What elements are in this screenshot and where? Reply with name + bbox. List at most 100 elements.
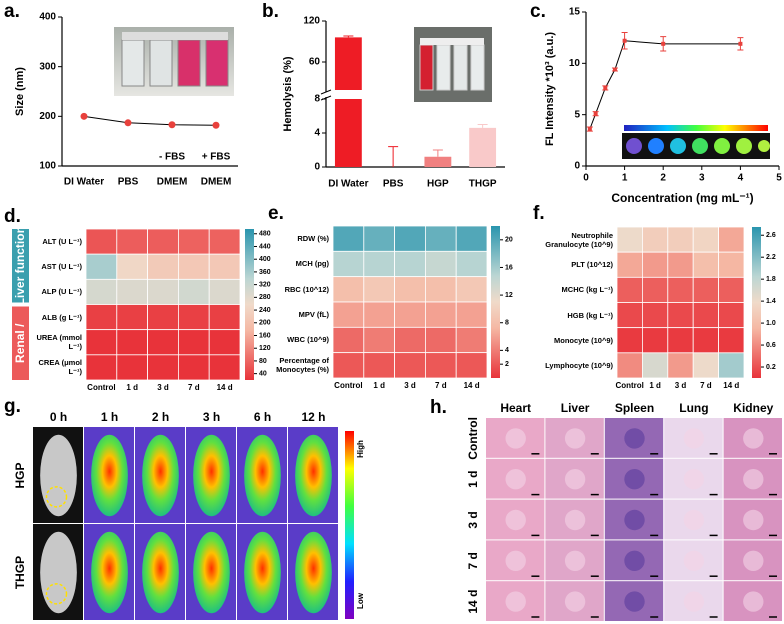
heatmap-cell xyxy=(692,352,720,379)
row-label: CREA (μmol L⁻¹) xyxy=(38,358,82,377)
tissue-detail xyxy=(624,591,645,612)
heatmap-cell xyxy=(116,354,149,381)
heatmap-cell xyxy=(363,301,395,328)
column-label: 0 h xyxy=(50,410,67,424)
heatmap-cell xyxy=(642,276,669,303)
y-tick-label: 5 xyxy=(574,109,580,120)
bar xyxy=(424,156,452,167)
heatmap-cell xyxy=(332,352,365,379)
column-label: Heart xyxy=(500,401,531,415)
point xyxy=(587,127,592,132)
colorbar-tick-label: 16 xyxy=(505,264,513,271)
mouse-image xyxy=(142,434,179,517)
tissue-detail xyxy=(624,509,645,531)
colorbar-label: Low xyxy=(356,592,365,609)
line xyxy=(589,40,741,130)
heatmap-cell xyxy=(616,352,643,379)
y-axis-title: FL Intensity *10³ (a.u.) xyxy=(544,32,556,146)
column-label: Kidney xyxy=(733,401,773,415)
row-label-box: MPV (fL) xyxy=(299,310,329,319)
line xyxy=(83,115,217,126)
colorbar-tick-label: 80 xyxy=(259,358,267,365)
row-label: RBC (10^12) xyxy=(284,284,329,294)
heatmap-cell xyxy=(208,278,241,305)
mouse-image xyxy=(295,531,332,614)
row-label: 7 d xyxy=(466,552,480,569)
row-label-box: MCH (pg) xyxy=(296,259,329,268)
tissue-detail xyxy=(564,591,586,612)
column-label: 1 d xyxy=(649,381,661,390)
row-label: HGP xyxy=(13,462,27,488)
colorbar-tick-label: 20 xyxy=(505,237,513,244)
colorbar-tick-label: 280 xyxy=(259,294,271,301)
colorbar-label: High xyxy=(356,440,365,458)
heatmap-cell xyxy=(363,250,395,278)
colorbar-tick-label: 4 xyxy=(505,347,509,354)
row-label-box: WBC (10^9) xyxy=(287,335,329,345)
row-label: AST (U L⁻¹) xyxy=(41,262,82,272)
y-tick-label: 300 xyxy=(39,61,56,72)
tissue-detail xyxy=(624,428,645,449)
x-tick-label: 2 xyxy=(660,173,666,184)
y-tick-label: 8 xyxy=(314,94,320,105)
x-tick-label: DMEM xyxy=(201,177,232,188)
y-tick-label: 0 xyxy=(574,161,580,172)
colorbar-tick-label: 1.0 xyxy=(766,320,776,327)
heatmap-cell xyxy=(424,326,457,354)
heatmap-cell xyxy=(667,302,694,329)
column-label: 3 d xyxy=(157,383,169,392)
group-label: Liver function xyxy=(13,226,27,305)
tissue-detail xyxy=(683,469,705,490)
y-tick-label: 4 xyxy=(314,128,320,139)
heatmap-cell xyxy=(147,228,179,255)
row-label: HGB (kg L⁻¹) xyxy=(567,310,613,320)
mouse-image xyxy=(295,434,332,517)
mouse-image xyxy=(91,531,128,614)
heatmap-cell xyxy=(718,302,745,329)
tumor-marker xyxy=(45,486,68,508)
mouse-image xyxy=(244,531,281,614)
heatmap-cell xyxy=(177,304,210,331)
heatmap-cell xyxy=(332,250,365,278)
mouse-image xyxy=(142,531,179,614)
tissue-detail xyxy=(683,428,705,449)
tissue-detail xyxy=(743,469,764,490)
colorbar-tick-label: 360 xyxy=(259,269,271,276)
heatmap-cell xyxy=(718,352,745,379)
colorbar-tick-label: 0.6 xyxy=(766,342,776,349)
heatmap-cell xyxy=(642,302,669,329)
heatmap-cell xyxy=(455,352,488,379)
heatmap-cell xyxy=(208,304,241,331)
tissue-detail xyxy=(505,469,526,490)
heatmap-cell xyxy=(116,278,149,305)
group-box xyxy=(12,306,29,380)
column-label: 12 h xyxy=(301,410,325,424)
heatmap-cell xyxy=(455,225,488,252)
panel-label: b. xyxy=(262,1,279,22)
row-label: WBC (10^9) xyxy=(287,335,329,345)
y-tick-label: 10 xyxy=(569,58,581,69)
heatmap-cell xyxy=(616,251,643,278)
colorbar-tick-label: 2.2 xyxy=(766,254,776,261)
colorbar xyxy=(491,226,500,378)
row-label: 14 d xyxy=(466,590,480,614)
heatmap-cell xyxy=(424,250,457,278)
row-label: Control xyxy=(466,417,480,460)
heatmap-cell xyxy=(147,278,179,305)
tissue-detail xyxy=(505,591,526,612)
tissue-detail xyxy=(743,591,764,612)
row-label-box: UREA (mmol L⁻¹) xyxy=(36,333,82,351)
column-label: Lung xyxy=(679,401,708,415)
heatmap-cell xyxy=(642,251,669,278)
group-label: Renal / xyxy=(13,323,27,363)
heatmap-cell xyxy=(332,225,365,252)
column-label: 7 d xyxy=(188,383,200,392)
row-label-box: ALB (g L⁻¹) xyxy=(42,313,82,322)
error-bar xyxy=(388,146,399,167)
x-tick-label: 3 xyxy=(699,173,705,184)
row-label-box: Percentage of Monocytes (%) xyxy=(276,356,329,374)
column-label: Liver xyxy=(561,401,590,415)
heatmap-cell xyxy=(616,276,643,303)
tissue-detail xyxy=(564,428,586,449)
